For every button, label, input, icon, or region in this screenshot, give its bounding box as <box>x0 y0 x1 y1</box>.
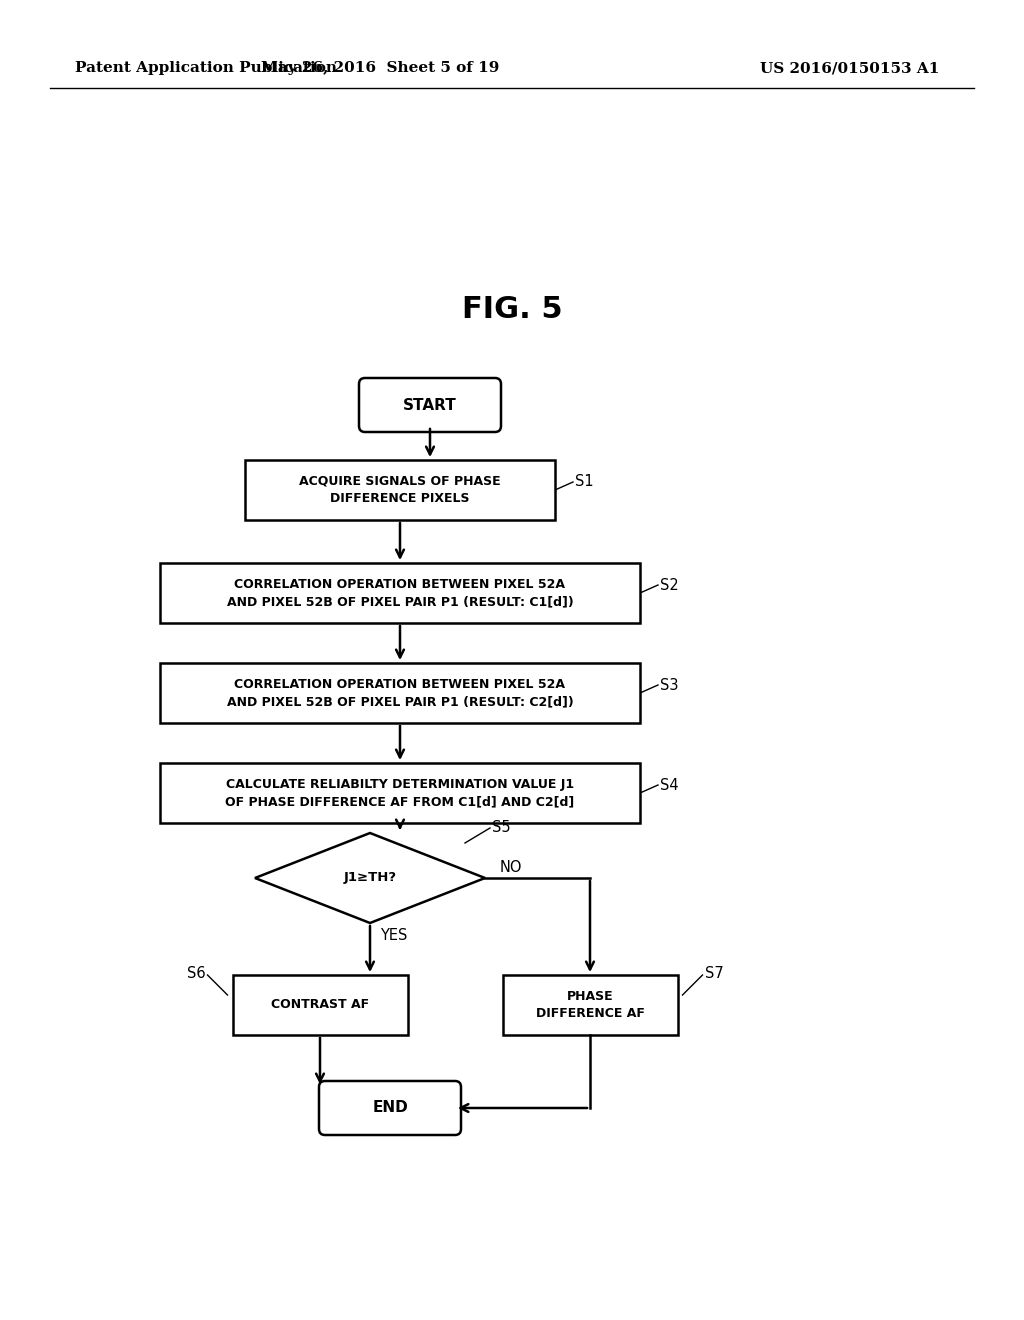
Text: END: END <box>372 1101 408 1115</box>
Bar <box>160 663 640 723</box>
Polygon shape <box>255 833 485 923</box>
Text: J1≥TH?: J1≥TH? <box>343 871 396 884</box>
Bar <box>232 975 408 1035</box>
Text: CORRELATION OPERATION BETWEEN PIXEL 52A
AND PIXEL 52B OF PIXEL PAIR P1 (RESULT: : CORRELATION OPERATION BETWEEN PIXEL 52A … <box>226 578 573 609</box>
Text: S5: S5 <box>492 821 511 836</box>
Text: Patent Application Publication: Patent Application Publication <box>75 61 337 75</box>
Text: S2: S2 <box>660 578 679 593</box>
Text: S4: S4 <box>660 777 679 792</box>
Text: NO: NO <box>500 861 522 875</box>
Text: START: START <box>403 397 457 412</box>
Bar <box>160 763 640 822</box>
FancyBboxPatch shape <box>319 1081 461 1135</box>
FancyBboxPatch shape <box>359 378 501 432</box>
Text: YES: YES <box>380 928 408 942</box>
Bar <box>503 975 678 1035</box>
Text: US 2016/0150153 A1: US 2016/0150153 A1 <box>760 61 939 75</box>
Bar <box>245 459 555 520</box>
Text: FIG. 5: FIG. 5 <box>462 296 562 325</box>
Text: CALCULATE RELIABILTY DETERMINATION VALUE J1
OF PHASE DIFFERENCE AF FROM C1[d] AN: CALCULATE RELIABILTY DETERMINATION VALUE… <box>225 777 574 808</box>
Text: S1: S1 <box>575 474 594 490</box>
Text: PHASE
DIFFERENCE AF: PHASE DIFFERENCE AF <box>536 990 644 1020</box>
Text: S3: S3 <box>660 677 679 693</box>
Text: May 26, 2016  Sheet 5 of 19: May 26, 2016 Sheet 5 of 19 <box>261 61 499 75</box>
Text: S6: S6 <box>186 965 206 981</box>
Text: S7: S7 <box>705 965 723 981</box>
Text: ACQUIRE SIGNALS OF PHASE
DIFFERENCE PIXELS: ACQUIRE SIGNALS OF PHASE DIFFERENCE PIXE… <box>299 475 501 506</box>
Text: CONTRAST AF: CONTRAST AF <box>271 998 369 1011</box>
Text: CORRELATION OPERATION BETWEEN PIXEL 52A
AND PIXEL 52B OF PIXEL PAIR P1 (RESULT: : CORRELATION OPERATION BETWEEN PIXEL 52A … <box>226 678 573 708</box>
Bar <box>160 564 640 623</box>
